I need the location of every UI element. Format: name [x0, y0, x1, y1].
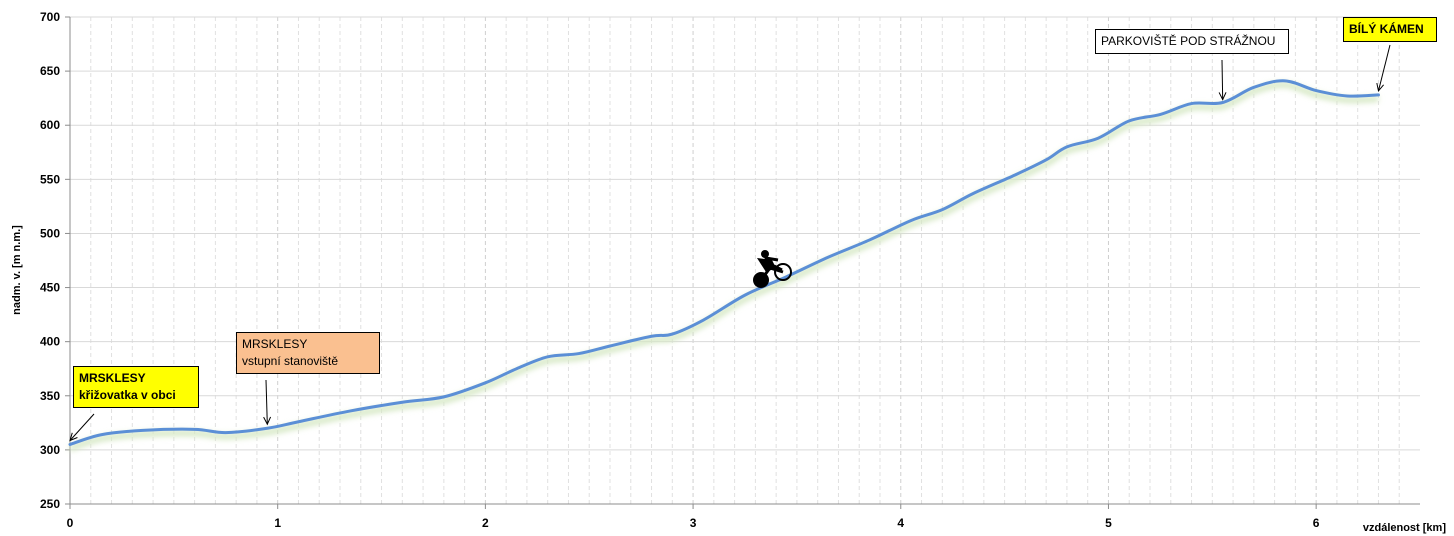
y-tick-label: 350 — [40, 389, 60, 403]
annotation-arrow-head — [69, 432, 78, 442]
annotation-arrow — [265, 379, 268, 425]
annotation-box: MRSKLESY křižovatka v obci — [73, 366, 199, 408]
annotation-arrow-head — [1218, 92, 1227, 101]
x-tick-label: 2 — [482, 516, 489, 530]
annotation-label: PARKOVIŠTĚ POD STRÁŽNOU — [1101, 34, 1276, 48]
x-axis-label: vzdálenost [km] — [1363, 522, 1446, 534]
annotation-label: MRSKLESY — [79, 371, 146, 385]
annotation-box: MRSKLESY vstupní stanoviště — [236, 332, 380, 374]
y-tick-label: 550 — [40, 172, 60, 186]
x-tick-label: 0 — [67, 516, 74, 530]
annotation-box: PARKOVIŠTĚ POD STRÁŽNOU — [1095, 29, 1289, 54]
y-tick-label: 500 — [40, 226, 60, 240]
annotation-box: BÍLÝ KÁMEN — [1343, 17, 1437, 42]
annotation-arrow-head — [1376, 82, 1384, 93]
y-tick-label: 450 — [40, 281, 60, 295]
y-tick-label: 700 — [40, 10, 60, 24]
y-tick-label: 300 — [40, 443, 60, 457]
x-tick-label: 1 — [274, 516, 281, 530]
axes — [65, 16, 1420, 509]
annotation-label: BÍLÝ KÁMEN — [1349, 22, 1424, 36]
annotation-arrows — [69, 44, 1391, 442]
x-tick-label: 4 — [897, 516, 904, 530]
y-tick-label: 250 — [40, 497, 60, 511]
x-tick-label: 5 — [1105, 516, 1112, 530]
y-tick-label: 600 — [40, 118, 60, 132]
annotation-arrow — [1221, 59, 1224, 100]
annotation-arrow — [1377, 44, 1391, 92]
annotation-arrow-head — [263, 416, 272, 426]
x-tick-label: 3 — [690, 516, 697, 530]
x-tick-label: 6 — [1313, 516, 1320, 530]
cyclist-icon — [753, 250, 792, 288]
tick-labels: 250 300 350 400 450 500 550 600 650 700 0 1 2 3 4 5 6 — [40, 10, 1320, 530]
annotation-label: křižovatka v obci — [79, 388, 176, 402]
y-tick-label: 650 — [40, 64, 60, 78]
annotation-label: MRSKLESY — [242, 337, 308, 351]
y-tick-label: 400 — [40, 335, 60, 349]
series-line-shadow — [69, 81, 1379, 452]
annotation-label: vstupní stanoviště — [242, 354, 339, 368]
annotation-arrow — [69, 413, 95, 441]
y-axis-label: nadm. v. [m n.m.] — [11, 225, 23, 315]
